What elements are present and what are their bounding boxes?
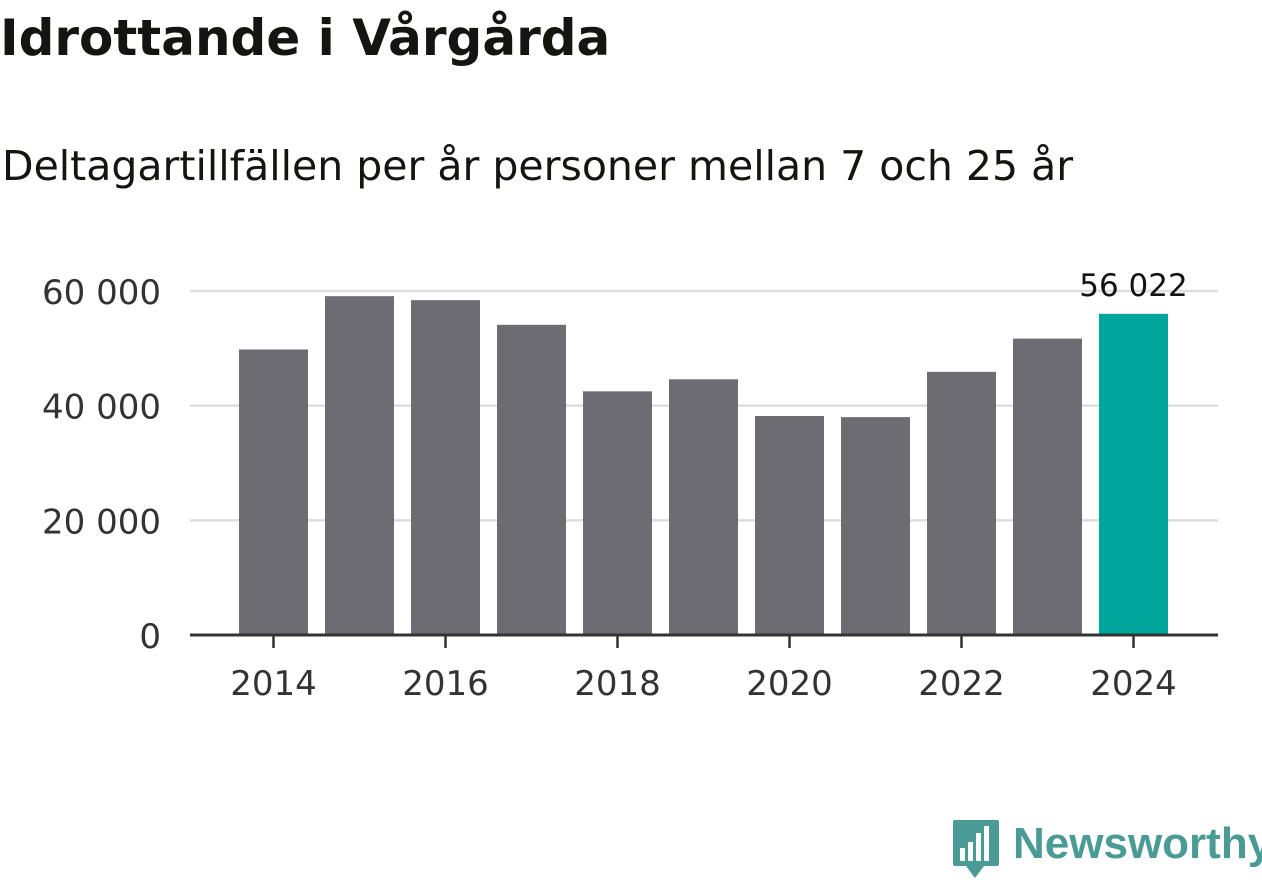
bar-highlighted — [1099, 313, 1168, 635]
chart-title: Idrottande i Vårgårda — [0, 9, 611, 67]
newsworthy-logo: Newsworthy — [951, 818, 1262, 880]
y-tick-label: 0 — [139, 617, 161, 657]
bar — [239, 349, 308, 635]
x-tick-label: 2024 — [1090, 664, 1177, 704]
y-tick-label: 60 000 — [42, 273, 161, 313]
x-tick-label: 2020 — [746, 664, 833, 704]
x-tick-label: 2018 — [574, 664, 661, 704]
bar — [325, 296, 394, 635]
y-tick-label: 40 000 — [42, 388, 161, 428]
bar — [841, 417, 910, 635]
bar — [411, 300, 480, 635]
bar — [497, 324, 566, 635]
newsworthy-bar-chart-icon — [953, 820, 999, 878]
bar — [583, 391, 652, 635]
bar — [927, 371, 996, 635]
x-tick-label: 2016 — [402, 664, 489, 704]
brand-name: Newsworthy — [1013, 819, 1262, 868]
bar — [669, 379, 738, 635]
x-tick-label: 2022 — [918, 664, 1005, 704]
bar — [755, 415, 824, 635]
y-tick-label: 20 000 — [42, 502, 161, 542]
data-label: 56 022 — [1079, 268, 1187, 304]
x-tick-label: 2014 — [230, 664, 317, 704]
bar — [1013, 338, 1082, 635]
chart-subtitle: Deltagartillfällen per år personer mella… — [2, 142, 1074, 190]
